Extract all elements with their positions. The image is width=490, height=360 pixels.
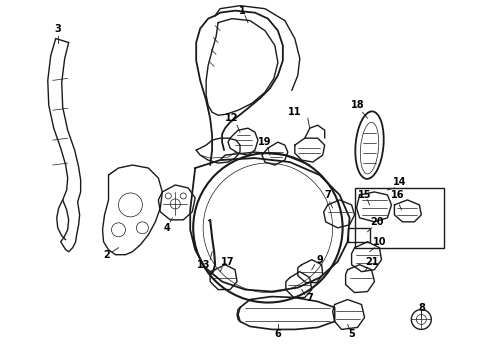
Text: 3: 3	[54, 24, 61, 33]
Text: 4: 4	[164, 223, 171, 233]
Bar	[347, 228, 369, 242]
Text: 1: 1	[239, 6, 245, 15]
Text: 16: 16	[391, 190, 404, 200]
Text: 14: 14	[392, 177, 406, 187]
Text: 7: 7	[306, 293, 313, 302]
Text: 7: 7	[324, 190, 331, 200]
Text: 15: 15	[358, 190, 371, 200]
Bar	[355, 188, 444, 248]
Text: 6: 6	[274, 329, 281, 339]
Text: 10: 10	[373, 237, 386, 247]
Text: 13: 13	[197, 260, 211, 270]
Text: 20: 20	[371, 217, 384, 227]
Text: 17: 17	[221, 257, 235, 267]
Text: 21: 21	[365, 257, 378, 267]
Text: 11: 11	[288, 107, 301, 117]
Text: 12: 12	[225, 113, 239, 123]
Text: 19: 19	[258, 137, 271, 147]
Text: 2: 2	[103, 250, 110, 260]
Text: 18: 18	[351, 100, 365, 110]
Text: 9: 9	[317, 255, 323, 265]
Text: 8: 8	[418, 302, 425, 312]
Text: 5: 5	[348, 329, 355, 339]
